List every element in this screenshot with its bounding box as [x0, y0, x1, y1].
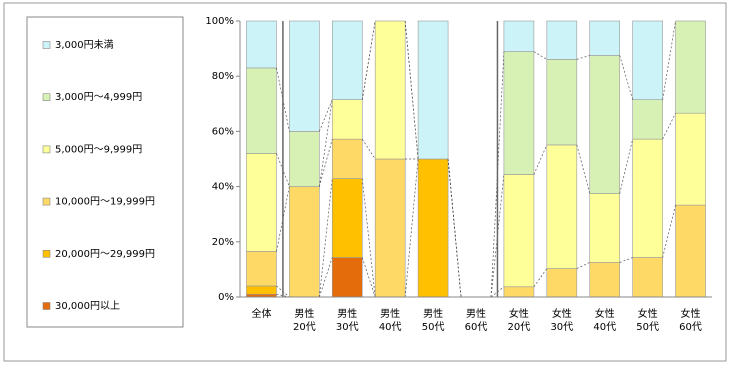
bar-segment [417, 20, 449, 160]
bar-segment [503, 174, 535, 288]
bar-segment [675, 204, 706, 298]
legend-swatch [42, 41, 51, 49]
bar-segment [246, 285, 277, 295]
x-tick-label: 50代 [636, 321, 659, 333]
series-line [361, 257, 376, 298]
bar-segment [331, 99, 363, 140]
legend-swatch [42, 250, 51, 258]
legend-label: 3,000円～4,999円 [55, 92, 142, 103]
series-line [404, 20, 419, 160]
legend-label: 3,000円未満 [55, 39, 114, 51]
y-tick-label: 80% [212, 71, 234, 82]
legend-swatch [42, 93, 51, 101]
x-tick-label: 全体 [251, 307, 271, 320]
y-tick-label: 100% [205, 16, 234, 27]
bar-segment [289, 20, 320, 132]
x-tick-label: 50代 [422, 321, 445, 333]
y-tick-label: 40% [212, 182, 234, 193]
bar-segment [546, 59, 578, 146]
x-tick-label: 40代 [593, 321, 616, 333]
series-line [319, 99, 333, 132]
bar-segment [331, 138, 363, 179]
x-tick-label: 女性 [681, 307, 701, 320]
bar-segment [331, 178, 363, 258]
bar-segment [289, 186, 320, 298]
x-tick-label: 女性 [595, 307, 615, 320]
bar-segment [331, 20, 363, 100]
x-tick-label: 60代 [679, 321, 702, 333]
bar-segment [374, 158, 406, 298]
bar-segment [589, 20, 621, 56]
legend-swatch [42, 197, 51, 206]
bar-segment [546, 20, 578, 60]
bar-segment [374, 20, 406, 160]
bar-segment [632, 257, 663, 298]
bar-segment [589, 55, 621, 194]
series-line [447, 158, 462, 298]
series-line [319, 139, 333, 187]
bar-segment [246, 20, 277, 69]
legend-label: 5,000円～9,999円 [55, 144, 142, 155]
x-tick-label: 30代 [336, 321, 359, 333]
bar-segment [246, 251, 277, 287]
x-tick-label: 20代 [293, 321, 316, 333]
series-line [533, 51, 547, 60]
bar-segment [331, 257, 363, 298]
x-tick-label: 女性 [552, 307, 572, 320]
bar-segment [546, 268, 578, 298]
legend-label: 30,000円以上 [55, 300, 120, 312]
y-tick-label: 20% [212, 237, 234, 248]
series-line [576, 144, 591, 194]
series-line [490, 51, 505, 298]
legend-swatch [42, 145, 51, 154]
series-line [361, 20, 376, 100]
bar-segment [503, 51, 535, 175]
x-tick-label: 男性 [466, 307, 486, 320]
x-tick-label: 男性 [294, 307, 314, 320]
x-tick-label: 男性 [337, 307, 357, 320]
series-line [619, 139, 633, 194]
bar-segment [632, 99, 663, 140]
bar-segment [546, 144, 578, 269]
x-tick-label: 女性 [509, 307, 529, 320]
x-tick-label: 男性 [423, 307, 443, 320]
x-tick-label: 30代 [550, 321, 573, 333]
bar-segment [289, 131, 320, 187]
series-line [319, 257, 333, 298]
x-tick-label: 60代 [465, 321, 488, 333]
legend-box [26, 16, 184, 328]
bar-segment [503, 286, 535, 298]
bar-segment [417, 158, 449, 298]
legend-label: 10,000円～19,999円 [55, 197, 155, 208]
bar-segment [632, 20, 663, 100]
series-line [662, 205, 676, 258]
y-tick-label: 60% [212, 126, 234, 137]
bar-segment [246, 153, 277, 252]
series-line [319, 99, 333, 187]
legend-swatch [42, 302, 51, 310]
bar-segment [632, 138, 663, 258]
bar-segment [589, 262, 621, 298]
bar-segment [589, 193, 621, 263]
x-tick-label: 女性 [638, 307, 658, 320]
bar-segment [675, 20, 706, 114]
x-tick-label: 20代 [508, 321, 531, 333]
series-line [662, 20, 676, 100]
legend-label: 20,000円～29,999円 [55, 249, 155, 260]
bar-segment [675, 112, 706, 206]
x-tick-label: 男性 [380, 307, 400, 320]
series-line [404, 158, 419, 298]
y-tick-label: 0% [218, 292, 234, 303]
series-line [662, 113, 676, 140]
series-line [533, 144, 548, 175]
bar-segment [246, 67, 277, 154]
x-tick-label: 40代 [379, 321, 402, 333]
bar-segment [503, 20, 535, 52]
